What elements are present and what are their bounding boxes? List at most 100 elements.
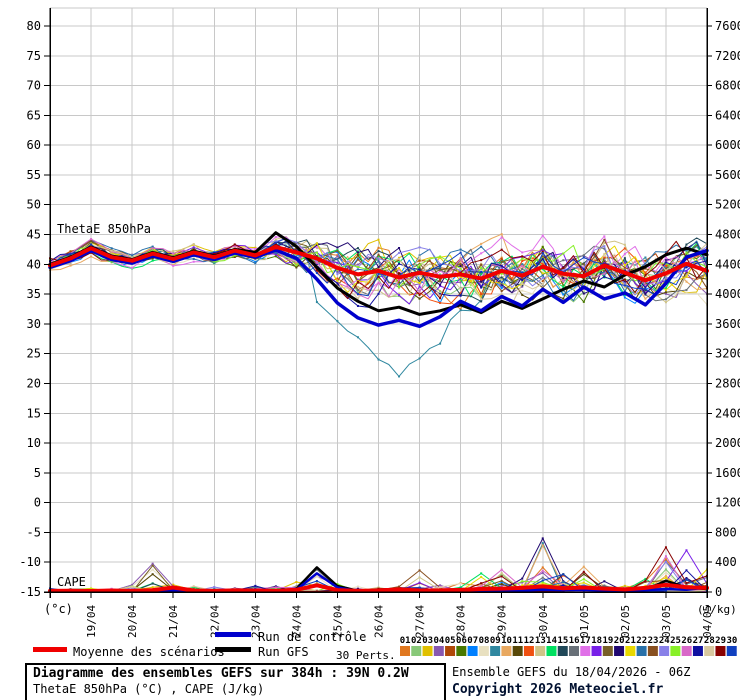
- svg-text:05: 05: [445, 636, 456, 646]
- svg-text:04/05: 04/05: [701, 605, 714, 638]
- svg-text:26/04: 26/04: [373, 605, 386, 638]
- svg-text:800: 800: [715, 525, 737, 539]
- svg-text:-5: -5: [27, 525, 41, 539]
- svg-text:25: 25: [670, 636, 681, 646]
- svg-text:25/04: 25/04: [331, 605, 344, 638]
- svg-text:29: 29: [715, 636, 726, 646]
- thetae-annotation: ThetaE 850hPa: [57, 222, 151, 236]
- ensemble-chart: -150-10400-58000120051600102000152400202…: [19, 7, 740, 660]
- svg-text:24/04: 24/04: [290, 605, 303, 638]
- svg-text:400: 400: [715, 555, 737, 569]
- svg-text:03: 03: [422, 636, 433, 646]
- svg-text:17: 17: [580, 636, 591, 646]
- svg-text:15: 15: [27, 406, 41, 420]
- svg-text:26: 26: [681, 636, 692, 646]
- svg-text:2400: 2400: [715, 406, 740, 420]
- svg-text:50: 50: [27, 198, 41, 212]
- svg-text:6800: 6800: [715, 79, 740, 93]
- svg-text:7200: 7200: [715, 49, 740, 63]
- svg-text:22/04: 22/04: [208, 605, 221, 638]
- svg-text:-10: -10: [19, 555, 41, 569]
- svg-text:29/04: 29/04: [496, 605, 509, 638]
- svg-text:23: 23: [648, 636, 659, 646]
- svg-text:11: 11: [512, 636, 523, 646]
- run-info-text: Ensemble GEFS du 18/04/2026 - 06Z: [452, 665, 691, 679]
- diagram-subtitle: ThetaE 850hPa (°C) , CAPE (J/kg): [33, 682, 265, 696]
- svg-text:-15: -15: [19, 585, 41, 599]
- svg-text:1600: 1600: [715, 466, 740, 480]
- footer-info-box: Diagramme des ensembles GEFS sur 384h : …: [25, 663, 446, 700]
- svg-text:28: 28: [704, 636, 715, 646]
- svg-text:01: 01: [400, 636, 411, 646]
- mean-swatch: [33, 647, 67, 652]
- svg-text:70: 70: [27, 79, 41, 93]
- gfs-legend-label: Run GFS: [258, 645, 309, 659]
- grid-lines: [50, 7, 707, 592]
- svg-text:2800: 2800: [715, 376, 740, 390]
- svg-text:28/04: 28/04: [455, 605, 468, 638]
- svg-text:65: 65: [27, 108, 41, 122]
- svg-text:45: 45: [27, 228, 41, 242]
- perts-legend-label: 30 Perts.: [336, 649, 396, 660]
- svg-text:12: 12: [524, 636, 535, 646]
- svg-text:20: 20: [27, 376, 41, 390]
- axes: [44, 8, 712, 598]
- svg-text:5600: 5600: [715, 168, 740, 182]
- svg-text:25: 25: [27, 347, 41, 361]
- svg-text:30: 30: [726, 636, 737, 646]
- tick-labels: -15 0 -10 400 -5 800 0 1200 5 1600 10 2000 15 2400 20 2…: [19, 19, 740, 638]
- svg-text:24: 24: [659, 636, 670, 646]
- svg-text:06: 06: [456, 636, 467, 646]
- svg-text:09: 09: [490, 636, 501, 646]
- svg-text:3600: 3600: [715, 317, 740, 331]
- svg-text:0: 0: [34, 496, 41, 510]
- svg-text:20/04: 20/04: [126, 605, 139, 638]
- svg-text:04: 04: [434, 636, 445, 646]
- left-axis-unit: (°c): [44, 602, 73, 616]
- svg-text:30: 30: [27, 317, 41, 331]
- svg-text:01/05: 01/05: [578, 605, 591, 638]
- svg-text:10: 10: [27, 436, 41, 450]
- svg-text:1200: 1200: [715, 496, 740, 510]
- gfs-swatch: [215, 647, 251, 652]
- svg-text:20: 20: [614, 636, 625, 646]
- svg-text:80: 80: [27, 19, 41, 33]
- svg-text:16: 16: [569, 636, 580, 646]
- svg-text:4000: 4000: [715, 287, 740, 301]
- svg-text:19: 19: [603, 636, 614, 646]
- diagram-title: Diagramme des ensembles GEFS sur 384h : …: [33, 666, 409, 681]
- svg-text:75: 75: [27, 49, 41, 63]
- svg-text:18: 18: [591, 636, 602, 646]
- svg-text:5200: 5200: [715, 198, 740, 212]
- svg-text:02/05: 02/05: [619, 605, 632, 638]
- svg-text:19/04: 19/04: [85, 605, 98, 638]
- svg-text:23/04: 23/04: [249, 605, 262, 638]
- svg-text:40: 40: [27, 257, 41, 271]
- svg-text:35: 35: [27, 287, 41, 301]
- svg-text:7600: 7600: [715, 19, 740, 33]
- svg-text:22: 22: [636, 636, 647, 646]
- svg-text:2000: 2000: [715, 436, 740, 450]
- svg-text:07: 07: [467, 636, 478, 646]
- svg-text:14: 14: [546, 636, 557, 646]
- legend: Moyenne des scénarios Run de contrôle Ru…: [33, 630, 737, 660]
- svg-text:13: 13: [535, 636, 546, 646]
- svg-text:15: 15: [557, 636, 568, 646]
- footer-run-info: Ensemble GEFS du 18/04/2026 - 06Z Copyri…: [452, 664, 740, 700]
- right-axis-unit: (J/kg): [697, 603, 737, 616]
- svg-text:03/05: 03/05: [660, 605, 673, 638]
- control-swatch: [215, 632, 251, 637]
- svg-text:55: 55: [27, 168, 41, 182]
- svg-text:6000: 6000: [715, 138, 740, 152]
- svg-text:27: 27: [693, 636, 704, 646]
- svg-text:5: 5: [34, 466, 41, 480]
- svg-text:4800: 4800: [715, 228, 740, 242]
- svg-text:3200: 3200: [715, 347, 740, 361]
- svg-text:60: 60: [27, 138, 41, 152]
- svg-text:27/04: 27/04: [414, 605, 427, 638]
- svg-text:10: 10: [501, 636, 512, 646]
- svg-text:6400: 6400: [715, 108, 740, 122]
- svg-text:21: 21: [625, 636, 636, 646]
- svg-text:4400: 4400: [715, 257, 740, 271]
